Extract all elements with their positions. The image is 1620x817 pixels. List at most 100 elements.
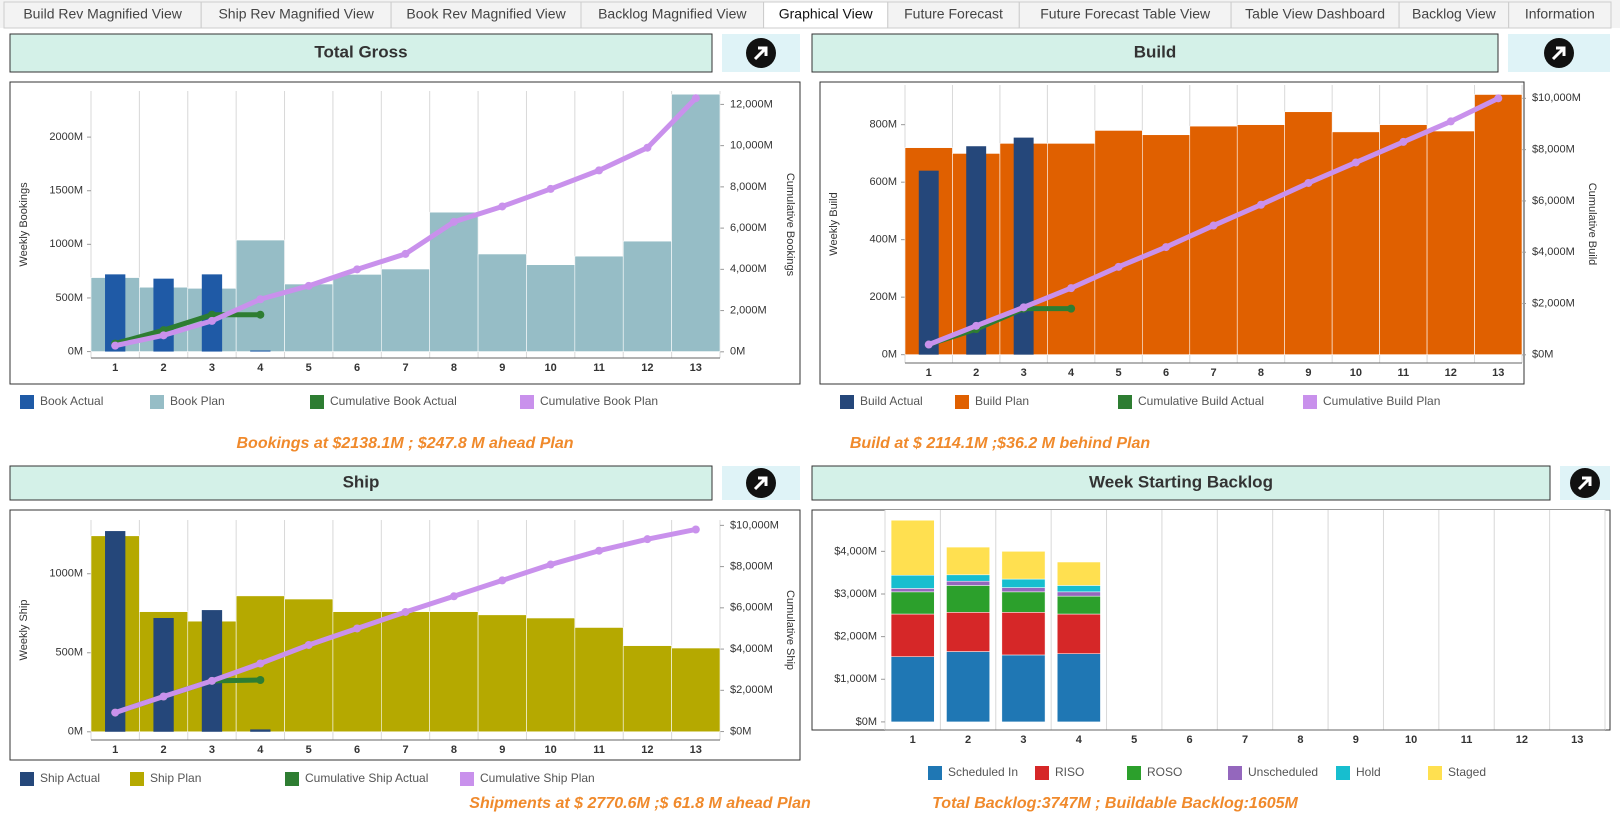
legend-swatch — [1336, 766, 1350, 780]
bar-segment — [1056, 591, 1101, 597]
legend-label: RISO — [1055, 765, 1084, 779]
y2-tick-label: 8,000M — [730, 181, 767, 193]
line-point — [691, 525, 700, 534]
line-point — [256, 659, 265, 668]
tab[interactable] — [763, 1, 889, 29]
line-point — [401, 249, 410, 258]
line-point — [353, 265, 362, 274]
legend-label: Ship Plan — [150, 771, 201, 785]
x-tick-label: 1 — [910, 734, 916, 746]
x-tick-label: 13 — [690, 362, 702, 374]
bar-segment — [1001, 578, 1046, 588]
line-point — [546, 184, 555, 193]
tab[interactable] — [580, 1, 765, 29]
bar-segment — [1056, 585, 1101, 593]
line-point — [1304, 178, 1313, 187]
line-point — [256, 295, 265, 304]
x-tick-label: 2 — [161, 362, 167, 374]
line-point — [595, 546, 604, 555]
x-tick-label: 8 — [1258, 367, 1264, 379]
y2-tick-label: $8,000M — [1532, 144, 1575, 156]
y-tick-label: 1000M — [49, 238, 83, 250]
x-tick-label: 2 — [161, 744, 167, 756]
bar — [1236, 124, 1285, 355]
bar-segment — [1001, 612, 1046, 656]
x-tick-label: 11 — [593, 744, 605, 756]
bar — [1474, 94, 1523, 355]
y2-tick-label: $2,000M — [730, 684, 773, 696]
tab-label[interactable]: Backlog View — [1412, 6, 1497, 22]
y-tick-label: 400M — [869, 234, 897, 246]
y-tick-label: $4,000M — [834, 545, 877, 557]
tab-label[interactable]: Future Forecast — [904, 6, 1003, 22]
tab[interactable] — [1508, 1, 1612, 29]
bar-segment — [946, 580, 990, 586]
x-tick-label: 9 — [1353, 734, 1359, 746]
panel-title: Week Starting Backlog — [1089, 472, 1273, 491]
tab-label[interactable]: Information — [1525, 6, 1595, 22]
bar-segment — [890, 519, 935, 576]
legend-swatch — [1228, 766, 1242, 780]
x-tick-label: 12 — [1516, 734, 1528, 746]
bar — [105, 531, 126, 732]
x-tick-label: 7 — [1210, 367, 1216, 379]
legend-swatch — [20, 395, 34, 409]
legend-swatch — [955, 395, 969, 409]
x-tick-label: 6 — [354, 744, 360, 756]
x-tick-label: 10 — [1405, 734, 1417, 746]
y-tick-label: 500M — [55, 292, 83, 304]
x-tick-label: 2 — [965, 734, 971, 746]
tab-label[interactable]: Build Rev Magnified View — [23, 6, 182, 22]
x-tick-label: 8 — [1297, 734, 1303, 746]
bar-segment — [890, 574, 935, 589]
line-point — [304, 640, 313, 649]
line-point — [1494, 94, 1503, 103]
bar-segment — [946, 612, 990, 652]
bar — [284, 598, 334, 733]
tab-label[interactable]: Book Rev Magnified View — [406, 6, 566, 22]
x-tick-label: 13 — [1571, 734, 1583, 746]
y2-tick-label: $4,000M — [1532, 246, 1575, 258]
x-tick-label: 4 — [1076, 734, 1083, 746]
line-point — [111, 341, 120, 350]
tab-label[interactable]: Graphical View — [779, 6, 874, 22]
tab-label[interactable]: Future Forecast Table View — [1040, 6, 1211, 22]
tab-label[interactable]: Ship Rev Magnified View — [218, 6, 374, 22]
line-point — [1067, 284, 1076, 293]
x-tick-label: 9 — [1305, 367, 1311, 379]
panel-title: Ship — [343, 472, 380, 491]
bar — [250, 350, 271, 352]
tab-label[interactable]: Backlog Magnified View — [598, 6, 747, 22]
bar — [332, 274, 382, 352]
legend-label: Build Plan — [975, 394, 1029, 408]
tab[interactable] — [1398, 1, 1510, 29]
y-tick-label: 1500M — [49, 185, 83, 197]
x-tick-label: 10 — [545, 362, 557, 374]
tab[interactable] — [3, 1, 202, 29]
y-tick-label: 2000M — [49, 131, 83, 143]
x-tick-label: 9 — [499, 362, 505, 374]
bar — [381, 611, 430, 733]
line-point — [546, 560, 555, 569]
bar — [429, 611, 479, 733]
expand-arrow — [1577, 476, 1592, 491]
tab[interactable] — [1230, 1, 1400, 29]
x-tick-label: 11 — [593, 362, 605, 374]
tab[interactable] — [390, 1, 582, 29]
tab[interactable] — [887, 1, 1020, 29]
bar — [477, 253, 527, 352]
y2-tick-label: 0M — [730, 346, 745, 358]
y-axis-label: Weekly Bookings — [18, 182, 30, 267]
bar-segment — [890, 656, 935, 723]
legend-label: Ship Actual — [40, 771, 100, 785]
x-tick-label: 4 — [257, 744, 264, 756]
line-point — [1019, 303, 1028, 312]
tab-label[interactable]: Table View Dashboard — [1245, 6, 1385, 22]
tab[interactable] — [200, 1, 392, 29]
bar-segment — [946, 546, 990, 576]
line-point — [643, 535, 652, 544]
bar-segment — [890, 588, 935, 593]
y-tick-label: $1,000M — [834, 673, 877, 685]
line-point — [449, 592, 458, 601]
